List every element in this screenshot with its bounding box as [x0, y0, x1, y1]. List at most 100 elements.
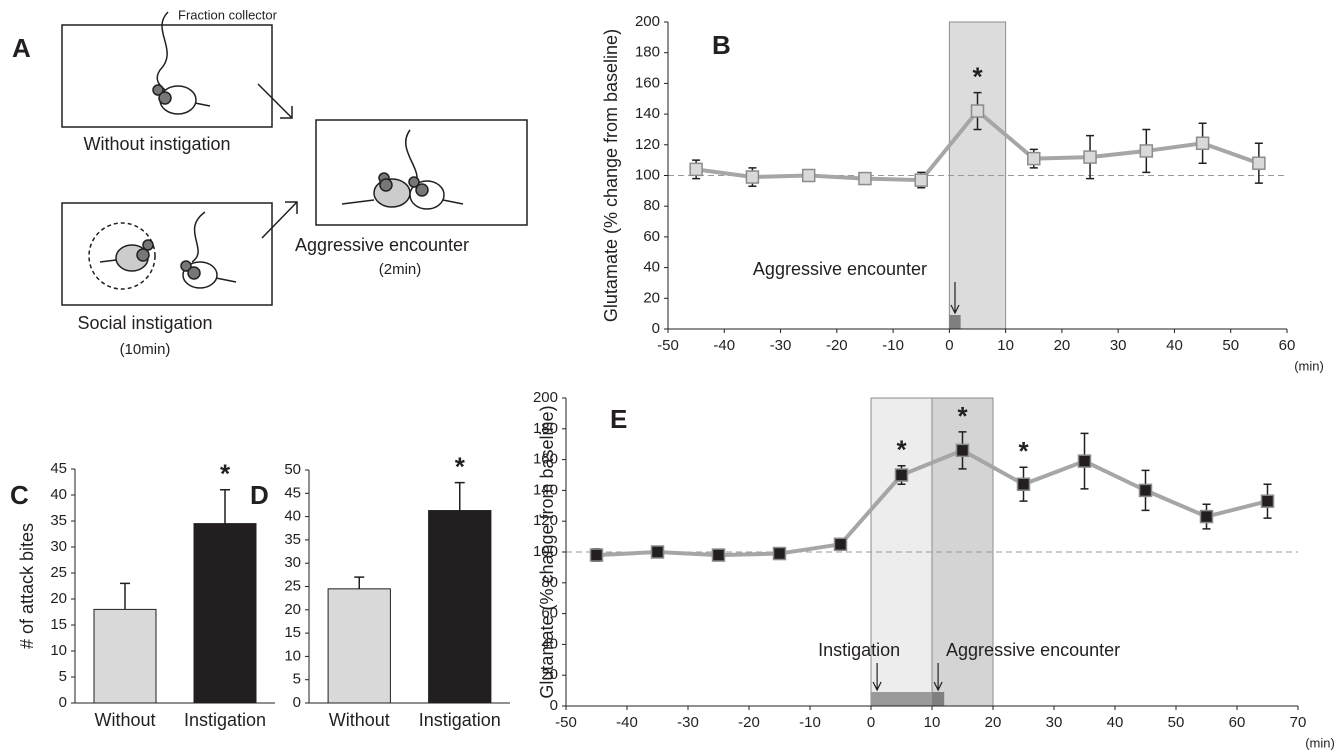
- x-tick-label: 20: [985, 714, 1002, 731]
- y-tick-label: 40: [284, 508, 301, 525]
- annotation-arrow: [950, 282, 960, 315]
- y-tick-label: 45: [284, 484, 301, 501]
- y-tick-label: 60: [643, 228, 660, 245]
- marker: [589, 548, 604, 562]
- marker: [970, 104, 985, 118]
- y-tick-label: 140: [533, 481, 558, 498]
- x-tick-label: 0: [945, 337, 953, 354]
- error-bar: [354, 576, 365, 589]
- condition-label: Social instigation: [77, 313, 212, 333]
- y-tick-label: 50: [284, 461, 301, 478]
- mouse-ear: [136, 248, 150, 262]
- bar: [327, 588, 391, 704]
- y-tick-label: 40: [643, 259, 660, 276]
- x-tick-label: 50: [1222, 337, 1239, 354]
- x-tick-label: 60: [1279, 337, 1296, 354]
- series-line: [596, 448, 1268, 558]
- y-tick-label: 0: [652, 320, 660, 337]
- x-tick-label: Without: [94, 710, 155, 730]
- marker: [801, 168, 816, 183]
- x-tick-label: 40: [1166, 337, 1183, 354]
- y-tick-label: 15: [50, 616, 67, 633]
- x-tick-label: -40: [616, 714, 638, 731]
- y-tick-label: 80: [541, 574, 558, 591]
- significance-star: *: [220, 459, 231, 489]
- x-tick-label: 30: [1046, 714, 1063, 731]
- x-tick-label: 0: [867, 714, 875, 731]
- cage: [88, 222, 156, 290]
- x-tick-label: 40: [1107, 714, 1124, 731]
- marker: [1139, 144, 1154, 158]
- condition-time: (2min): [379, 261, 422, 278]
- x-tick-label: -30: [677, 714, 699, 731]
- y-axis-label: # of attack bites: [17, 523, 37, 649]
- mouse-ear: [180, 260, 192, 272]
- panel-a: [61, 11, 528, 306]
- x-tick-label: -20: [738, 714, 760, 731]
- y-axis-label: Glutamate (% change from baseline): [537, 405, 557, 698]
- y-tick-label: 140: [635, 105, 660, 122]
- arena-box: [315, 119, 528, 226]
- x-tick-label: Instigation: [184, 710, 266, 730]
- marker: [772, 546, 787, 561]
- x-tick-label: 10: [924, 714, 941, 731]
- bar: [428, 510, 492, 704]
- marker: [1199, 509, 1214, 524]
- y-tick-label: 5: [59, 668, 67, 685]
- marker: [711, 548, 726, 562]
- y-tick-label: 40: [50, 486, 67, 503]
- mouse-ear: [187, 266, 201, 280]
- marker: [1016, 477, 1031, 491]
- y-tick-label: 0: [59, 694, 67, 711]
- y-tick-label: 10: [284, 647, 301, 664]
- condition-label: Aggressive encounter: [295, 235, 469, 255]
- condition-label: Without instigation: [83, 134, 230, 154]
- x-tick-label: 20: [1054, 337, 1071, 354]
- mouse-tail: [194, 102, 211, 107]
- marker: [689, 162, 703, 177]
- marker: [1260, 494, 1275, 508]
- event-bar: [949, 315, 961, 329]
- y-tick-label: 0: [293, 694, 301, 711]
- y-tick-label: 20: [643, 289, 660, 306]
- y-tick-label: 25: [284, 577, 301, 594]
- tube-label: Fraction collector: [178, 7, 278, 22]
- panel-letter: B: [712, 30, 731, 60]
- y-tick-label: 35: [50, 512, 67, 529]
- event-bar: [932, 692, 945, 706]
- y-tick-label: 20: [284, 601, 301, 618]
- x-tick-label: 60: [1229, 714, 1246, 731]
- significance-star: *: [957, 401, 968, 431]
- arrow: [261, 201, 298, 239]
- significance-star: *: [972, 61, 983, 91]
- y-tick-label: 5: [293, 671, 301, 688]
- x-tick-label: 70: [1290, 714, 1307, 731]
- y-tick-label: 100: [533, 543, 558, 560]
- marker: [1138, 483, 1153, 498]
- y-tick-label: 200: [635, 13, 660, 30]
- mouse-ear: [415, 183, 429, 197]
- arena-box: [61, 202, 273, 306]
- significance-star: *: [896, 435, 907, 465]
- arena-box: [61, 24, 273, 128]
- y-tick-label: 100: [635, 166, 660, 183]
- significance-star: *: [455, 451, 466, 481]
- tube: [156, 11, 169, 96]
- x-tick-label: -20: [826, 337, 848, 354]
- x-tick-label: -30: [770, 337, 792, 354]
- event-bar: [871, 692, 932, 706]
- panel-letter: E: [610, 404, 627, 434]
- y-tick-label: 40: [541, 635, 558, 652]
- y-tick-label: 45: [50, 460, 67, 477]
- mouse-tail: [442, 199, 464, 205]
- bar: [193, 523, 257, 704]
- marker: [955, 443, 970, 458]
- marker: [833, 537, 848, 552]
- y-tick-label: 35: [284, 531, 301, 548]
- x-tick-label: -40: [713, 337, 735, 354]
- y-tick-label: 10: [50, 642, 67, 659]
- x-axis-label: (min): [1294, 358, 1324, 373]
- x-tick-label: -10: [882, 337, 904, 354]
- y-tick-label: 120: [635, 136, 660, 153]
